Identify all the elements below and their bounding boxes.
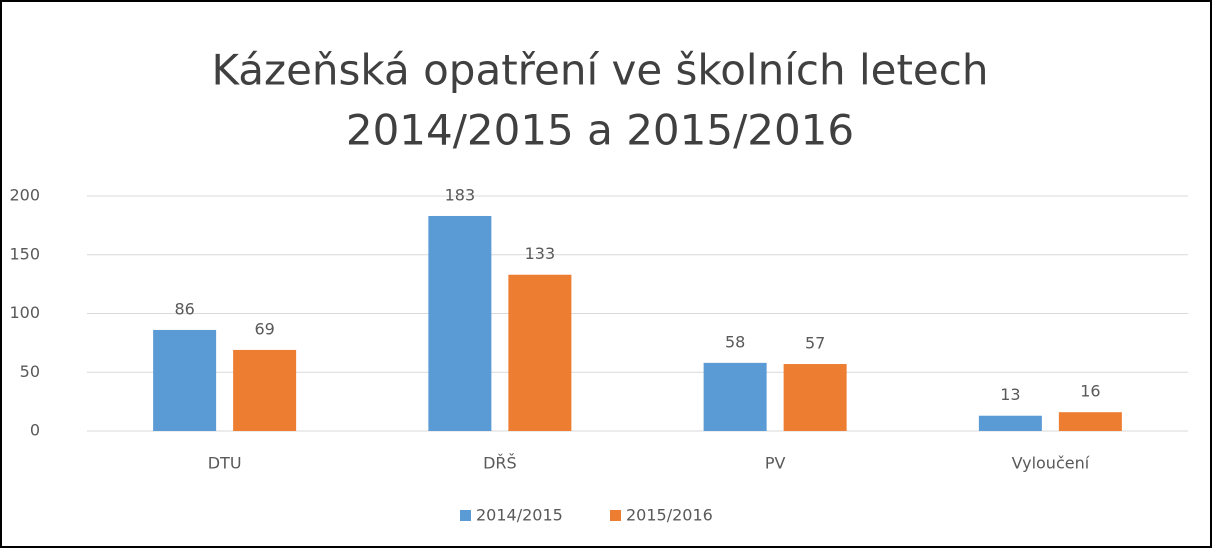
x-tick-label: DTU	[208, 454, 242, 473]
legend-label: 2014/2015	[476, 506, 563, 525]
y-tick-label: 50	[20, 362, 40, 381]
data-label: 69	[254, 319, 274, 338]
data-label: 13	[1000, 385, 1020, 404]
data-label: 57	[805, 334, 825, 353]
data-label: 133	[525, 244, 556, 263]
chart-title: Kázeňská opatření ve školních letech	[212, 46, 989, 95]
y-tick-label: 200	[9, 186, 40, 205]
bar	[233, 349, 297, 431]
bar	[508, 274, 572, 431]
data-label: 86	[174, 299, 194, 318]
legend-swatch	[610, 510, 621, 521]
y-tick-label: 100	[9, 303, 40, 322]
bar	[783, 364, 847, 431]
legend-swatch	[460, 510, 471, 521]
bar	[1058, 412, 1122, 431]
x-tick-label: DŘŠ	[483, 454, 517, 473]
bar	[428, 215, 492, 431]
bar	[153, 329, 217, 431]
y-tick-label: 150	[9, 244, 40, 263]
data-label: 58	[725, 332, 745, 351]
chart-title: 2014/2015 a 2015/2016	[346, 106, 854, 155]
bar	[978, 415, 1042, 431]
x-tick-label: PV	[765, 454, 786, 473]
x-tick-label: Vyloučení	[1012, 454, 1090, 473]
data-label: 183	[445, 185, 476, 204]
legend-label: 2015/2016	[626, 506, 713, 525]
data-label: 16	[1080, 382, 1100, 401]
y-tick-label: 0	[30, 421, 40, 440]
bar	[703, 362, 767, 431]
